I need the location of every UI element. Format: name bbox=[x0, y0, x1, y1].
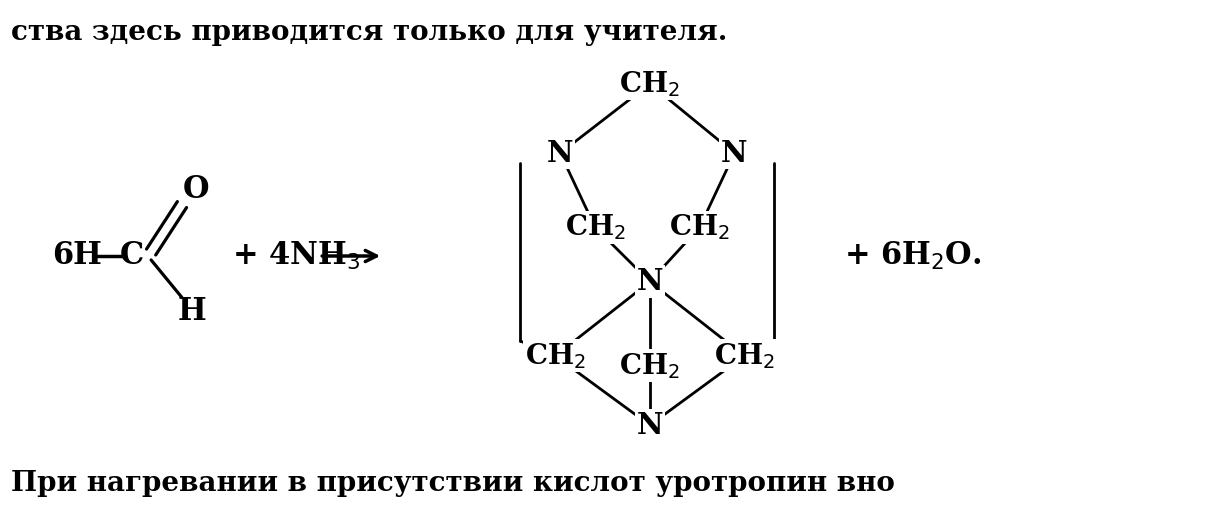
Text: CH$_2$: CH$_2$ bbox=[564, 212, 626, 242]
Text: CH$_2$: CH$_2$ bbox=[713, 341, 775, 371]
Text: При нагревании в присутствии кислот уротропин вно: При нагревании в присутствии кислот урот… bbox=[11, 471, 894, 497]
Text: H: H bbox=[177, 296, 206, 327]
Text: C: C bbox=[120, 241, 144, 271]
Text: N: N bbox=[637, 411, 663, 440]
Text: 6H: 6H bbox=[53, 241, 102, 271]
Text: + 4NH$_3$: + 4NH$_3$ bbox=[232, 240, 360, 272]
Text: CH$_2$: CH$_2$ bbox=[620, 69, 680, 99]
Text: CH$_2$: CH$_2$ bbox=[525, 341, 585, 371]
Text: N: N bbox=[721, 139, 748, 167]
Text: N: N bbox=[637, 267, 663, 296]
Text: O: O bbox=[182, 174, 209, 205]
Text: ства здесь приводится только для учителя.: ства здесь приводится только для учителя… bbox=[11, 18, 727, 46]
Text: CH$_2$: CH$_2$ bbox=[620, 351, 680, 381]
Text: N: N bbox=[547, 139, 574, 167]
Text: + 6H$_2$O.: + 6H$_2$O. bbox=[844, 240, 982, 272]
Text: CH$_2$: CH$_2$ bbox=[669, 212, 731, 242]
